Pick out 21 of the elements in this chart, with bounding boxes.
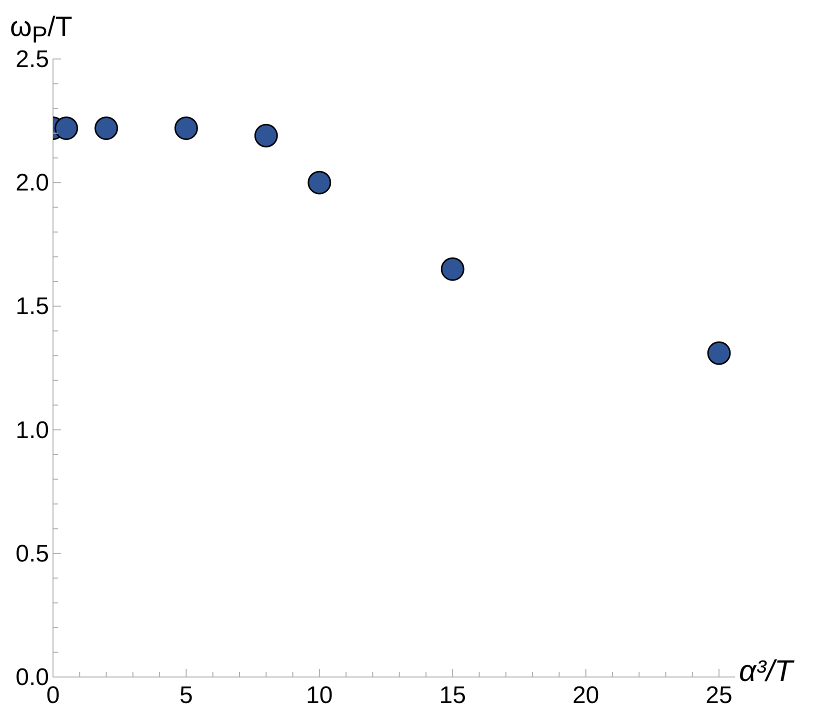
y-tick-label: 2.5 — [16, 46, 49, 73]
point — [254, 124, 278, 148]
point — [308, 170, 332, 194]
y-axis-title: ω$_{P}$/T — [10, 11, 72, 48]
y-tick-label: 0.0 — [16, 664, 49, 691]
point — [174, 116, 198, 140]
point — [707, 341, 731, 365]
point — [94, 116, 118, 140]
x-tick-label: 20 — [572, 682, 600, 709]
x-tick-label: 25 — [706, 682, 732, 709]
y-tick-label: 0.5 — [16, 540, 49, 568]
x-axis-title: α³/T — [739, 655, 793, 689]
x-tick-label: 0 — [46, 682, 60, 709]
y-tick-label: 1.5 — [16, 293, 49, 320]
point — [54, 116, 78, 140]
x-tick-label: 5 — [180, 682, 193, 709]
x-tick-label: 10 — [306, 682, 333, 709]
y-tick-label: 2.0 — [16, 170, 49, 197]
point — [440, 257, 464, 281]
y-tick-label: 1.0 — [16, 416, 49, 444]
x-tick-label: 15 — [439, 682, 466, 709]
